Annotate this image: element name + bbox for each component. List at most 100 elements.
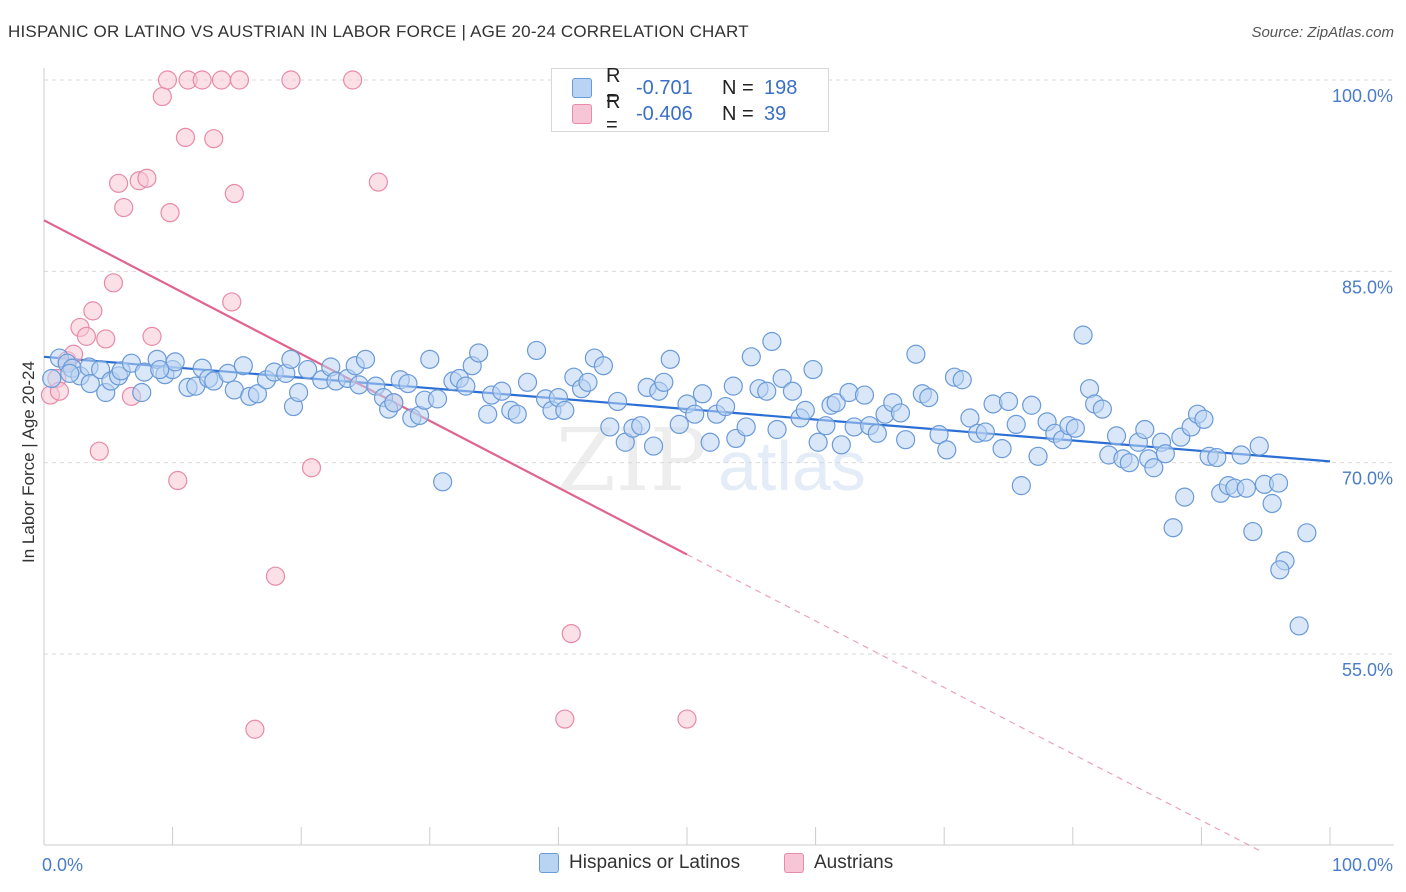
blue-swatch [539,853,559,873]
austrian-point [343,70,363,90]
legend-label: Austrians [814,852,894,873]
hispanic-point [952,370,972,390]
trend-lines [43,219,1331,851]
hispanic-point [808,432,828,452]
legend-item-hispanics: Hispanics or Latinos [539,852,740,874]
hispanic-point [80,373,100,394]
hispanic-point [492,381,512,401]
pink-swatch [572,104,592,124]
hispanic-point [420,349,440,369]
r-value: -0.406 [636,102,693,125]
hispanic-point [289,382,309,403]
hispanic-point [600,417,620,437]
correlation-legend: R = -0.701 N = 198 R = -0.406 N = 39 [551,65,829,136]
y-tick-label: 85.0% [1342,277,1393,297]
austrian-point [160,203,180,223]
hispanic-point [218,363,238,383]
hispanic-point [555,400,575,420]
hispanic-point [741,347,761,367]
y-tick-label: 55.0% [1342,660,1393,680]
hispanic-point [517,372,538,392]
hispanic-point [826,393,846,413]
austrian-point [265,566,286,586]
hispanic-point [298,359,318,380]
chart-title: HISPANIC OR LATINO VS AUSTRIAN IN LABOR … [8,22,749,41]
hispanic-point [355,349,376,369]
n-value: 39 [764,102,787,125]
austrian-point [103,273,124,293]
hispanic-point [427,389,448,409]
hispanic-point [1006,414,1026,434]
hispanic-point [150,359,170,380]
r-label: R = [606,91,621,136]
hispanic-point [816,416,836,436]
hispanic-point [507,404,527,424]
austrian-point [245,719,265,739]
hispanic-point [767,419,787,440]
hispanic-point [433,472,453,492]
hispanic-point [1073,325,1093,345]
austrian-point [175,127,196,147]
austrian-point [142,326,162,346]
hispanic-point [762,331,782,352]
hispanic-point [1119,453,1139,473]
blue-swatch [572,78,592,98]
hispanic-point [700,432,720,452]
hispanic-point [669,414,689,434]
hispanic-point [1092,399,1112,419]
hispanic-point [1065,418,1085,438]
hispanic-point [578,372,598,392]
hispanic-point [60,363,80,383]
x-tick-label: 100.0% [1332,855,1393,875]
tick-labels: 55.0% 70.0% 85.0% 100.0% 0.0% 100.0% [42,86,1393,875]
hispanic-point [736,417,756,437]
hispanic-point [660,349,680,369]
austrian-point [96,329,116,349]
austrian-point [108,173,129,193]
hispanic-point [1144,458,1164,478]
legend-item-austrians: Austrians [784,852,893,874]
austrian-point [204,129,224,149]
austrian-point [368,172,388,192]
hispanic-point [772,368,792,389]
legend-row-hispanics: R = -0.701 N = 198 [572,65,797,110]
hispanic-point [398,373,418,394]
hispanic-point [233,356,253,376]
hispanic-point [469,343,489,363]
hispanic-point [803,359,823,380]
hispanic-point [132,382,152,403]
hispanic-point [1011,476,1031,496]
hispanic-point [42,368,62,389]
hispanic-point [992,439,1012,459]
hispanic-point [998,391,1019,412]
hispanic-point [1289,616,1309,636]
hispanic-point [643,436,664,456]
r-label: R = [606,65,621,110]
austrian-point [229,70,250,90]
austrian-point [89,441,109,461]
hispanic-point [757,381,777,401]
hispanic-point [831,435,851,455]
hispanic-point [1175,487,1195,507]
n-label: N = [722,102,754,125]
hispanic-point [1155,444,1175,464]
austrian-point [677,709,697,729]
hispanic-point [1268,473,1289,493]
hispanic-point [478,404,498,424]
hispanic-point [1207,447,1227,468]
hispanic-point [1106,426,1127,446]
legend-row-austrians: R = -0.406 N = 39 [572,91,787,136]
hispanic-point [607,391,628,412]
austrian-point [224,183,244,204]
hispanic-point [1163,518,1183,538]
x-tick-label: 0.0% [42,855,83,875]
hispanic-point [906,344,926,364]
data-points [40,70,1317,739]
hispanic-point [975,422,995,442]
y-tick-label: 70.0% [1342,469,1393,489]
hispanic-point [247,384,268,404]
hispanic-point [929,425,949,445]
hispanic-point [526,340,547,361]
hispanic-point [867,423,887,443]
